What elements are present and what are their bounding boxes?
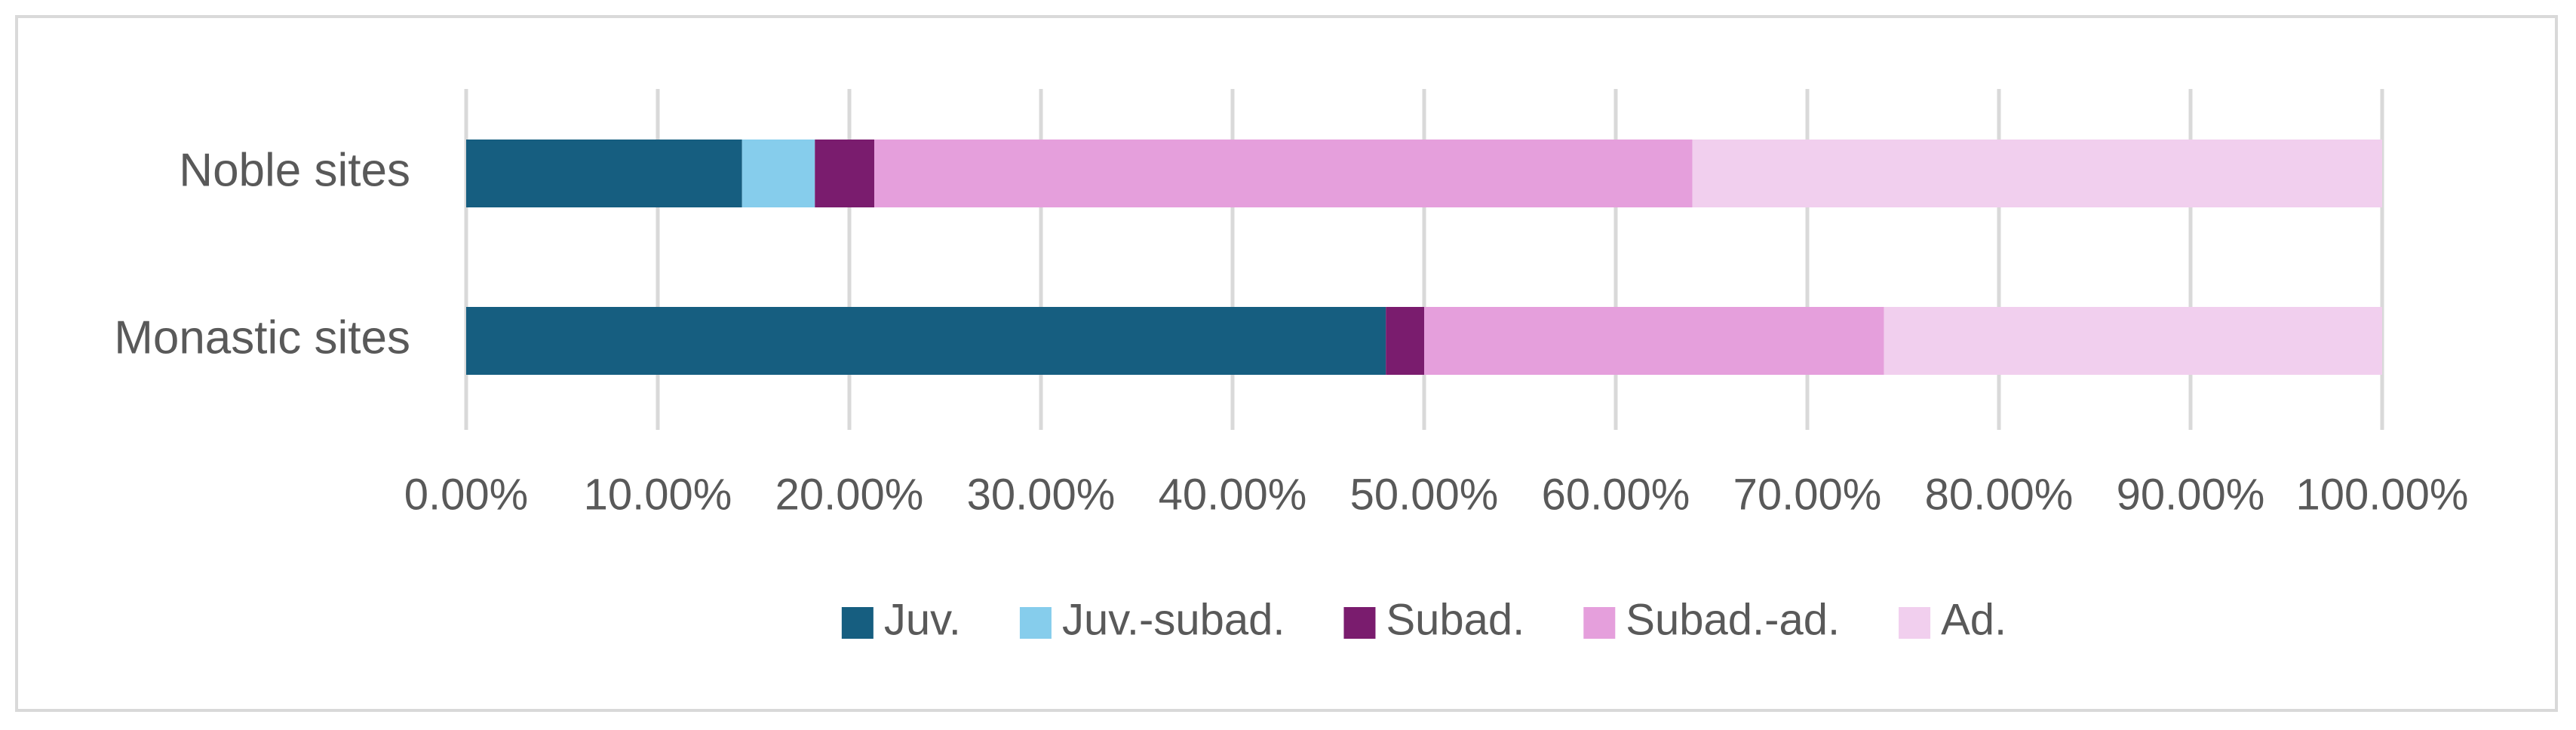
tick-label: 10.00% <box>584 470 732 519</box>
bar-segment <box>466 307 1386 375</box>
legend-swatch <box>1019 607 1052 639</box>
tick-label: 30.00% <box>967 470 1116 519</box>
legend-label: Juv.-subad. <box>1062 595 1285 644</box>
legend-swatch <box>1343 607 1376 639</box>
legend-item: Juv. <box>841 595 961 644</box>
legend-item: Ad. <box>1899 595 2006 644</box>
legend-swatch <box>1583 607 1616 639</box>
bar-segment <box>1386 307 1424 375</box>
tick-label: 80.00% <box>1925 470 2074 519</box>
bar-segment <box>874 140 1693 207</box>
bars <box>466 140 2382 375</box>
legend-item: Subad.-ad. <box>1583 595 1840 644</box>
legend-label: Ad. <box>1941 595 2006 644</box>
value-axis: 0.00% 10.00% 20.00% 30.00% 40.00% 50.00% 60.00… <box>404 470 2469 519</box>
tick-label: 100.00% <box>2296 470 2469 519</box>
tick-label: 70.00% <box>1733 470 1882 519</box>
tick-label: 60.00% <box>1542 470 1690 519</box>
legend-item: Juv.-subad. <box>1019 595 1285 644</box>
category-axis: Noble sites Monastic sites <box>114 144 410 363</box>
bar-segment <box>1692 140 2382 207</box>
tick-label: 20.00% <box>775 470 924 519</box>
legend-label: Subad. <box>1386 595 1524 644</box>
tick-label: 90.00% <box>2117 470 2265 519</box>
tick-label: 40.00% <box>1159 470 1307 519</box>
category-label: Noble sites <box>179 144 410 196</box>
legend: Juv. Juv.-subad. Subad. Subad.-ad. Ad. <box>841 595 2006 644</box>
legend-swatch <box>1899 607 1931 639</box>
legend-label: Juv. <box>884 595 961 644</box>
legend-label: Subad.-ad. <box>1626 595 1840 644</box>
legend-swatch <box>841 607 874 639</box>
bar-segment <box>1884 307 2382 375</box>
tick-label: 0.00% <box>404 470 528 519</box>
bar-segment <box>466 140 742 207</box>
category-label: Monastic sites <box>114 311 410 363</box>
bar-segment <box>815 140 875 207</box>
legend-item: Subad. <box>1343 595 1524 644</box>
tick-label: 50.00% <box>1350 470 1499 519</box>
bar-segment <box>741 140 815 207</box>
bar-segment <box>1424 307 1884 375</box>
